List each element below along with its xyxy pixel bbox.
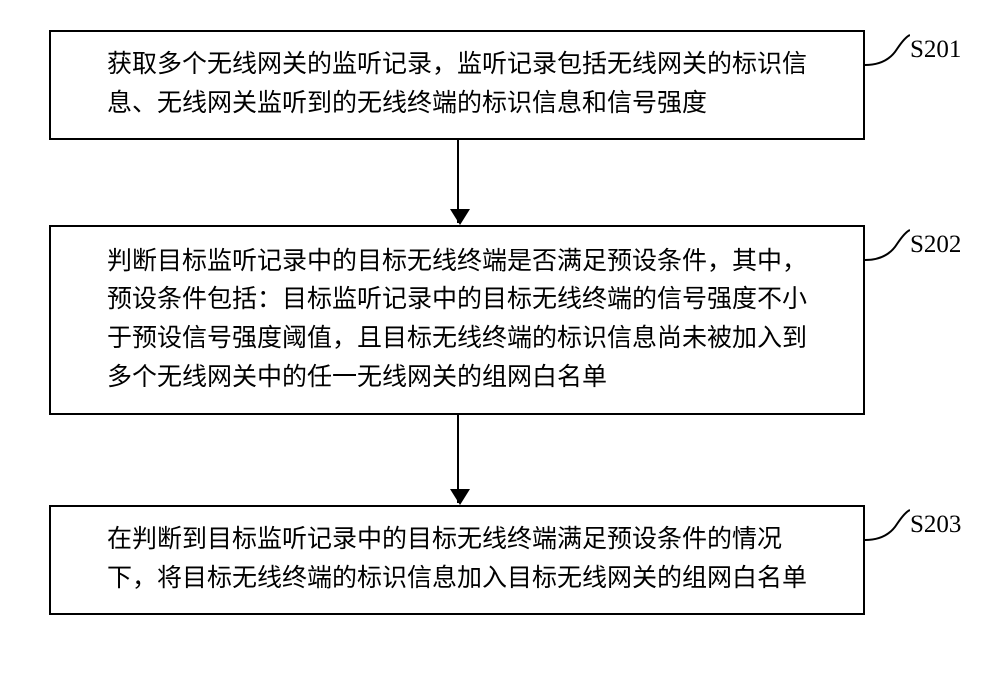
- step-label-s202: S202: [910, 231, 961, 259]
- step-label-s203: S203: [910, 511, 961, 539]
- step-label-s201: S201: [910, 36, 961, 64]
- flowchart-canvas: 获取多个无线网关的监听记录，监听记录包括无线网关的标识信 息、无线网关监听到的无…: [0, 0, 1000, 685]
- flow-arrow: [457, 140, 459, 223]
- connector-curve-s203: [865, 508, 910, 543]
- connector-curve-s201: [865, 33, 910, 68]
- flow-arrow: [457, 415, 459, 503]
- flow-step-text: 判断目标监听记录中的目标无线终端是否满足预设条件，其中， 预设条件包括：目标监听…: [107, 243, 807, 398]
- flow-step-s203: 在判断到目标监听记录中的目标无线终端满足预设条件的情况 下，将目标无线终端的标识…: [49, 505, 865, 615]
- flow-step-text: 获取多个无线网关的监听记录，监听记录包括无线网关的标识信 息、无线网关监听到的无…: [107, 46, 807, 124]
- flow-step-s201: 获取多个无线网关的监听记录，监听记录包括无线网关的标识信 息、无线网关监听到的无…: [49, 30, 865, 140]
- connector-curve-s202: [865, 228, 910, 263]
- flow-step-text: 在判断到目标监听记录中的目标无线终端满足预设条件的情况 下，将目标无线终端的标识…: [107, 521, 807, 599]
- flow-step-s202: 判断目标监听记录中的目标无线终端是否满足预设条件，其中， 预设条件包括：目标监听…: [49, 225, 865, 415]
